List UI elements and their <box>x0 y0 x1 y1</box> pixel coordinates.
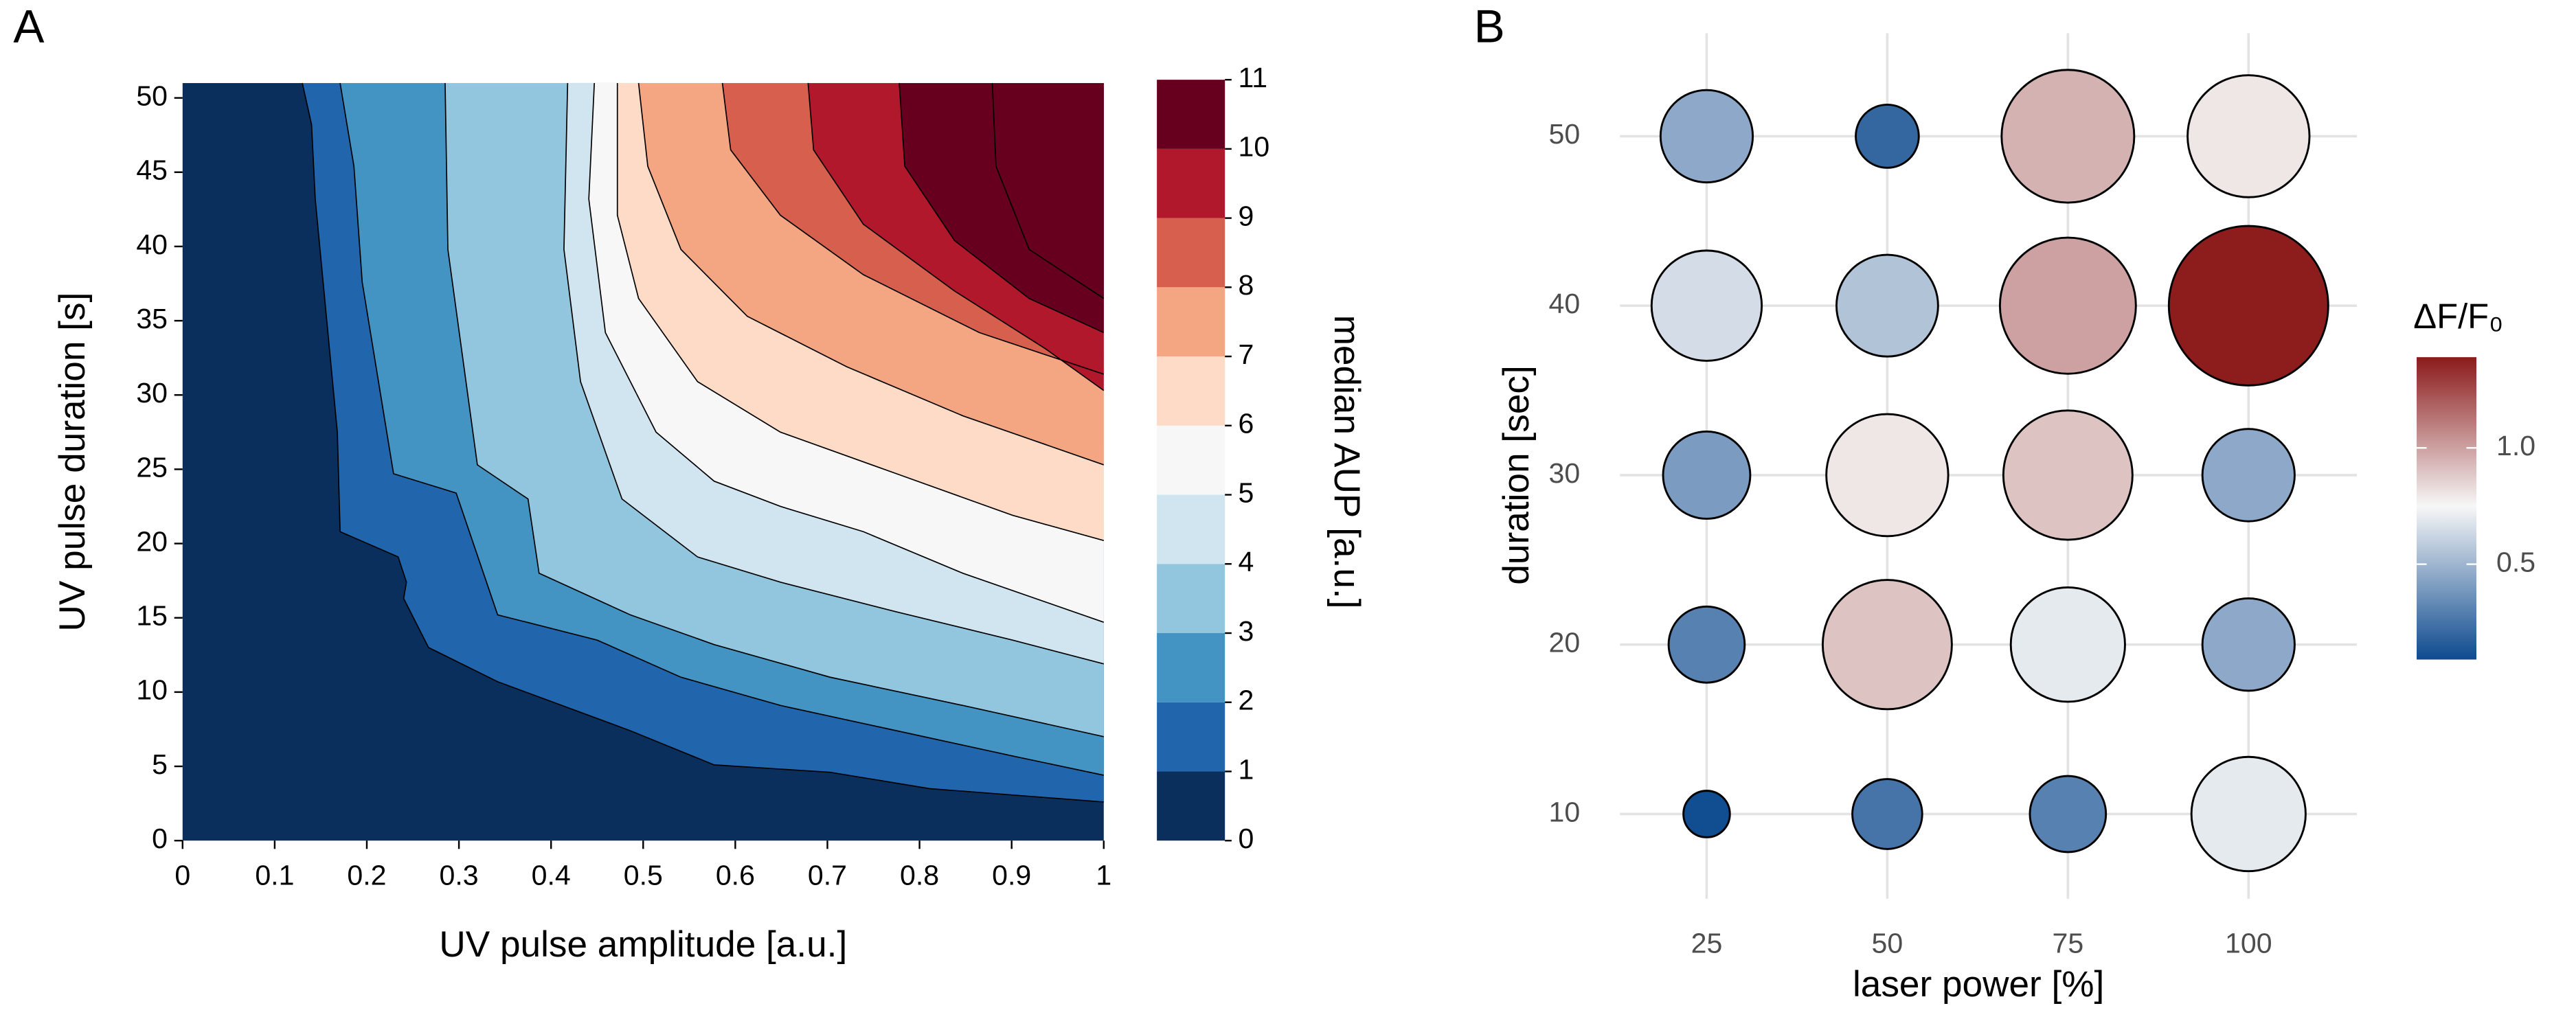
colorbar-band <box>1157 494 1225 564</box>
bubble <box>2201 597 2296 692</box>
y-tick-label: 0 <box>152 823 168 854</box>
bubble <box>1650 249 1763 362</box>
colorbar-tick-label: 1.0 <box>2496 430 2535 461</box>
bubble <box>1855 104 1920 169</box>
y-tick-label: 30 <box>136 377 168 409</box>
bubble <box>2190 755 2307 873</box>
x-tick-label: 0.5 <box>624 859 663 891</box>
colorbar-band <box>1157 771 1225 841</box>
x-tick-label: 0.4 <box>532 859 571 891</box>
contour-line <box>339 82 1104 776</box>
x-tick-label: 0.6 <box>716 859 755 891</box>
x-tick-label: 0.1 <box>255 859 294 891</box>
x-tick-label: 25 <box>1691 927 1723 959</box>
colorbar-tick-label: 10 <box>1239 131 1270 163</box>
contour-line <box>616 82 1105 542</box>
contour-line <box>563 82 1105 665</box>
y-tick-label: 15 <box>136 600 168 632</box>
y-tick-label: 25 <box>136 451 168 483</box>
panel-label: A <box>13 1 45 52</box>
bubble <box>2187 74 2311 198</box>
y-tick-label: 50 <box>136 80 168 111</box>
x-tick-label: 50 <box>1872 927 1903 959</box>
bubble <box>1825 413 1950 538</box>
colorbar-tick-label: 8 <box>1239 269 1254 301</box>
contour-line <box>637 82 1105 466</box>
bubble <box>2167 225 2329 387</box>
contour-line <box>991 82 1105 299</box>
y-tick-label: 50 <box>1549 118 1581 150</box>
x-tick-label: 0.9 <box>992 859 1031 891</box>
bubble <box>1667 605 1746 684</box>
y-tick-label: 20 <box>1549 627 1581 659</box>
colorbar-band <box>1157 356 1225 426</box>
legend-title: ΔF/F₀ <box>2413 297 2503 336</box>
x-tick-label: 0 <box>174 859 190 891</box>
x-tick-label: 100 <box>2225 927 2272 959</box>
colorbar-tick-label: 1 <box>1239 753 1254 785</box>
bubble <box>1851 778 1923 850</box>
y-tick-label: 5 <box>152 748 168 780</box>
contour-band <box>992 82 1104 299</box>
colorbar-band <box>1157 632 1225 702</box>
colorbar-tick-label: 11 <box>1239 62 1268 93</box>
colorbar-band <box>1157 425 1225 495</box>
colorbar-tick-label: 0 <box>1239 823 1254 854</box>
colorbar-band <box>1157 148 1225 218</box>
contour-line <box>807 82 1105 391</box>
x-tick-label: 0.2 <box>347 859 386 891</box>
bubble <box>2009 586 2126 703</box>
x-tick-label: 75 <box>2053 927 2084 959</box>
bubble <box>1682 790 1731 838</box>
colorbar-band <box>1157 287 1225 357</box>
bubble <box>1662 430 1752 520</box>
y-tick-label: 10 <box>1549 796 1581 827</box>
contour-line <box>588 82 1105 623</box>
colorbar-tick-label: 4 <box>1239 546 1254 577</box>
colorbar-tick-label: 6 <box>1239 408 1254 439</box>
colorbar-band <box>1157 218 1225 288</box>
bubble <box>1659 89 1754 184</box>
bubble <box>1998 236 2137 375</box>
y-tick-label: 20 <box>136 525 168 557</box>
y-axis-label: UV pulse duration [s] <box>52 293 93 632</box>
colorbar-band <box>1157 80 1225 149</box>
y-tick-label: 35 <box>136 303 168 334</box>
colorbar-tick-label: 9 <box>1239 200 1254 231</box>
colorbar-tick-label: 2 <box>1239 685 1254 716</box>
colorbar <box>2417 357 2477 660</box>
contour-line <box>721 82 1105 375</box>
bubble <box>2000 69 2136 204</box>
y-tick-label: 40 <box>1549 288 1581 319</box>
x-axis-label: UV pulse amplitude [a.u.] <box>439 924 847 965</box>
bubble <box>2002 409 2134 541</box>
colorbar-label: median AUP [a.u.] <box>1326 315 1367 609</box>
panel-label: B <box>1474 1 1505 52</box>
y-tick-label: 10 <box>136 674 168 706</box>
colorbar-band <box>1157 564 1225 633</box>
bubble <box>2201 428 2296 523</box>
colorbar-band <box>1157 702 1225 772</box>
contour-line <box>899 82 1105 334</box>
x-tick-label: 0.7 <box>808 859 847 891</box>
bubble <box>1821 579 1953 711</box>
colorbar-tick-label: 3 <box>1239 615 1254 647</box>
colorbar-tick-label: 7 <box>1239 339 1254 370</box>
y-tick-label: 45 <box>136 154 168 186</box>
contour-line <box>444 82 1104 737</box>
x-tick-label: 0.8 <box>900 859 939 891</box>
y-axis-label: duration [sec] <box>1496 365 1537 585</box>
bubble <box>2029 775 2108 854</box>
colorbar-tick-label: 0.5 <box>2496 546 2535 577</box>
y-tick-label: 30 <box>1549 457 1581 489</box>
bubble <box>1835 253 1939 358</box>
colorbar-tick-label: 5 <box>1239 477 1254 508</box>
contour-line <box>302 82 1104 803</box>
x-tick-label: 1 <box>1096 859 1111 891</box>
x-axis-label: laser power [%] <box>1853 964 2104 1005</box>
x-tick-label: 0.3 <box>440 859 479 891</box>
y-tick-label: 40 <box>136 229 168 260</box>
